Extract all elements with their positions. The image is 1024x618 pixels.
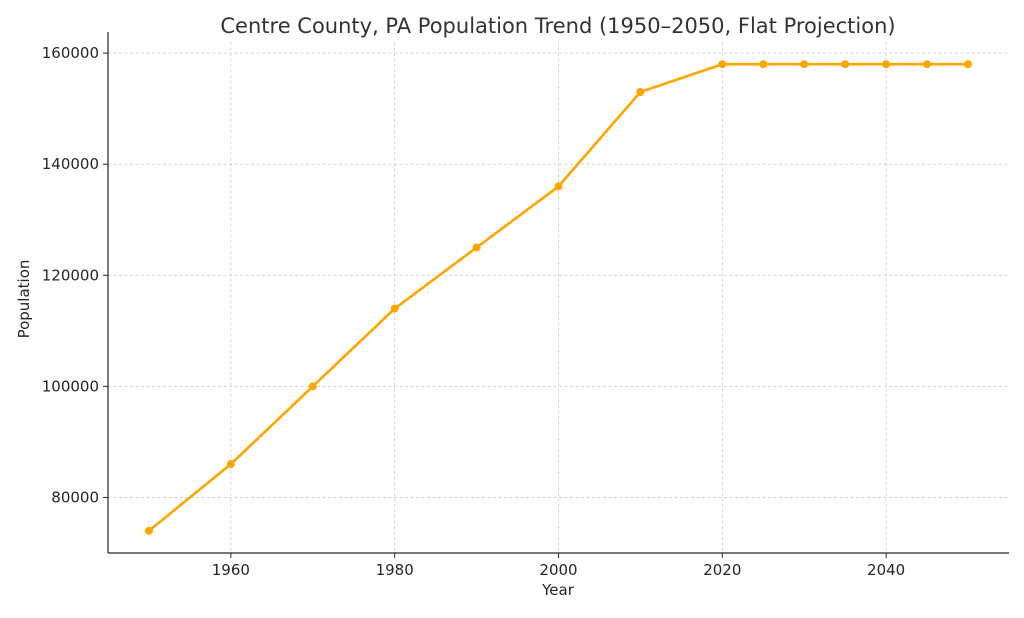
y-tick-label: 100000 [42, 377, 99, 395]
grid-layer [108, 42, 1009, 553]
chart-title: Centre County, PA Population Trend (1950… [220, 14, 895, 38]
data-point-marker [390, 304, 399, 313]
x-tick-label: 2040 [867, 561, 905, 579]
data-point-marker [964, 60, 973, 69]
y-tick-label: 80000 [51, 488, 99, 506]
x-axis-label: Year [541, 581, 575, 599]
data-point-marker [636, 87, 645, 96]
ticks-layer: 1960 1980 2000 2020 2040 80000 100000 120000 140… [42, 44, 905, 579]
data-point-marker [841, 60, 850, 69]
data-point-marker [800, 60, 809, 69]
x-tick-label: 1960 [212, 561, 250, 579]
population-series-line [147, 62, 970, 533]
x-tick-label: 1980 [376, 561, 414, 579]
y-tick-label: 160000 [42, 44, 99, 62]
data-point-marker [472, 243, 481, 252]
data-point-marker [308, 382, 317, 391]
series-layer [144, 60, 973, 535]
y-tick-label: 140000 [42, 155, 99, 173]
data-point-marker [718, 60, 727, 69]
data-point-marker [923, 60, 932, 69]
data-point-marker [144, 526, 153, 535]
y-axis-label: Population [15, 260, 33, 339]
data-point-marker [759, 60, 768, 69]
data-point-marker [882, 60, 891, 69]
x-tick-label: 2020 [703, 561, 741, 579]
data-point-marker [554, 182, 563, 191]
x-tick-label: 2000 [539, 561, 577, 579]
y-tick-label: 120000 [42, 266, 99, 284]
data-point-marker [226, 460, 235, 469]
